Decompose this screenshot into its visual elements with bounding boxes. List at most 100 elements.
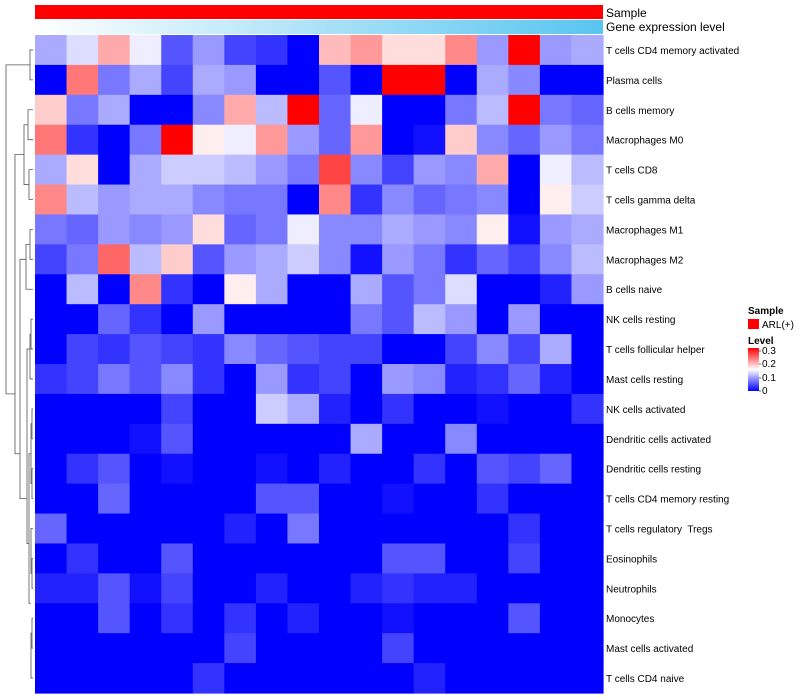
heatmap-cell — [413, 483, 446, 515]
heatmap-cell — [571, 184, 604, 216]
heatmap-cell — [255, 663, 289, 694]
heatmap-cell — [413, 124, 446, 156]
heatmap-cell — [350, 94, 383, 126]
dendrogram-branch — [29, 229, 33, 260]
heatmap-cell — [382, 35, 415, 66]
heatmap-cell — [129, 663, 162, 694]
heatmap-cell — [539, 633, 573, 664]
row-label: Mast cells resting — [606, 375, 683, 386]
heatmap-cell — [508, 603, 541, 634]
heatmap-cell — [161, 364, 194, 395]
heatmap-cell — [287, 124, 320, 156]
heatmap-cell — [161, 483, 194, 515]
heatmap-cell — [255, 573, 289, 604]
dendrogram-branch — [19, 258, 27, 499]
heatmap-cell — [161, 633, 194, 664]
heatmap-cell — [413, 334, 446, 365]
row-label: Macrophages M2 — [606, 255, 684, 266]
heatmap-cell — [508, 364, 541, 395]
heatmap-cell — [319, 304, 352, 335]
heatmap-cell — [192, 364, 225, 395]
dendrogram-branch — [30, 318, 33, 350]
heatmap-cell — [98, 633, 131, 664]
heatmap-cell — [129, 543, 162, 574]
heatmap-cell — [66, 64, 99, 96]
dendrogram-branch — [25, 243, 33, 290]
heatmap-cell — [255, 423, 289, 455]
heatmap-cell — [350, 304, 383, 335]
row-label: Macrophages M0 — [606, 136, 684, 147]
legend-sample-entry: ARL(+) — [762, 320, 794, 331]
heatmap-cell — [571, 603, 604, 634]
heatmap-cell — [129, 274, 162, 305]
heatmap-cell — [350, 663, 383, 694]
heatmap-cell — [445, 244, 478, 275]
heatmap-cell — [445, 214, 478, 245]
heatmap-cell — [255, 513, 289, 545]
heatmap-cell — [224, 334, 257, 365]
heatmap-cell — [445, 304, 478, 335]
heatmap-cell — [129, 513, 162, 545]
heatmap-cell — [287, 214, 320, 245]
heatmap-cell — [382, 184, 415, 216]
heatmap-cell — [476, 483, 509, 515]
heatmap-cell — [539, 453, 573, 485]
heatmap-cell — [129, 334, 162, 365]
sample-track-label: Sample — [606, 6, 647, 20]
heatmap-cell — [35, 184, 68, 216]
heatmap-cell — [161, 94, 194, 126]
dendrogram-branch — [31, 408, 33, 440]
heatmap-cell — [319, 244, 352, 275]
heatmap-cell — [35, 35, 68, 66]
heatmap-cell — [445, 513, 478, 545]
heatmap-cell — [255, 94, 289, 126]
heatmap-cell — [382, 663, 415, 694]
heatmap-cell — [571, 94, 604, 126]
heatmap-cell — [192, 154, 225, 186]
heatmap-cell — [539, 543, 573, 574]
heatmap-cell — [413, 633, 446, 664]
heatmap-cell — [66, 364, 99, 395]
heatmap-cell — [98, 184, 131, 216]
heatmap-cell — [224, 244, 257, 275]
heatmap-cell — [287, 423, 320, 455]
heatmap-cell — [413, 184, 446, 216]
heatmap-cell — [98, 334, 131, 365]
heatmap-cell — [571, 453, 604, 485]
heatmap-cell — [382, 94, 415, 126]
heatmap-cell — [445, 274, 478, 305]
heatmap-cell — [508, 663, 541, 694]
heatmap-cell — [319, 393, 352, 425]
heatmap-cell — [571, 573, 604, 604]
heatmap-cell — [35, 94, 68, 126]
heatmap-cell — [66, 304, 99, 335]
row-label: Eosinophils — [606, 554, 657, 565]
heatmap-cell — [287, 154, 320, 186]
row-label: T cells CD4 memory resting — [606, 495, 729, 506]
heatmap-cell — [508, 453, 541, 485]
heatmap-cell — [571, 154, 604, 186]
heatmap-cell — [539, 483, 573, 515]
heatmap-cell — [224, 573, 257, 604]
heatmap-cell — [98, 214, 131, 245]
heatmap-cell — [539, 94, 573, 126]
heatmap-cell — [161, 334, 194, 365]
heatmap-cell — [35, 543, 68, 574]
heatmap-cell — [66, 483, 99, 515]
heatmap-cell — [98, 124, 131, 156]
heatmap-cell — [571, 633, 604, 664]
heatmap-cell — [98, 64, 131, 96]
heatmap-cell — [161, 513, 194, 545]
dendrogram-branch — [28, 453, 31, 604]
heatmap-cell — [35, 244, 68, 275]
heatmap-cell — [476, 35, 509, 66]
row-label: B cells memory — [606, 106, 674, 117]
heatmap-cell — [508, 184, 541, 216]
heatmap-cell — [476, 393, 509, 425]
heatmap-cell — [476, 274, 509, 305]
heatmap-cell — [287, 274, 320, 305]
heatmap-cell — [539, 35, 573, 66]
heatmap-cell — [255, 633, 289, 664]
heatmap-cell — [382, 603, 415, 634]
heatmap-cell — [98, 244, 131, 275]
